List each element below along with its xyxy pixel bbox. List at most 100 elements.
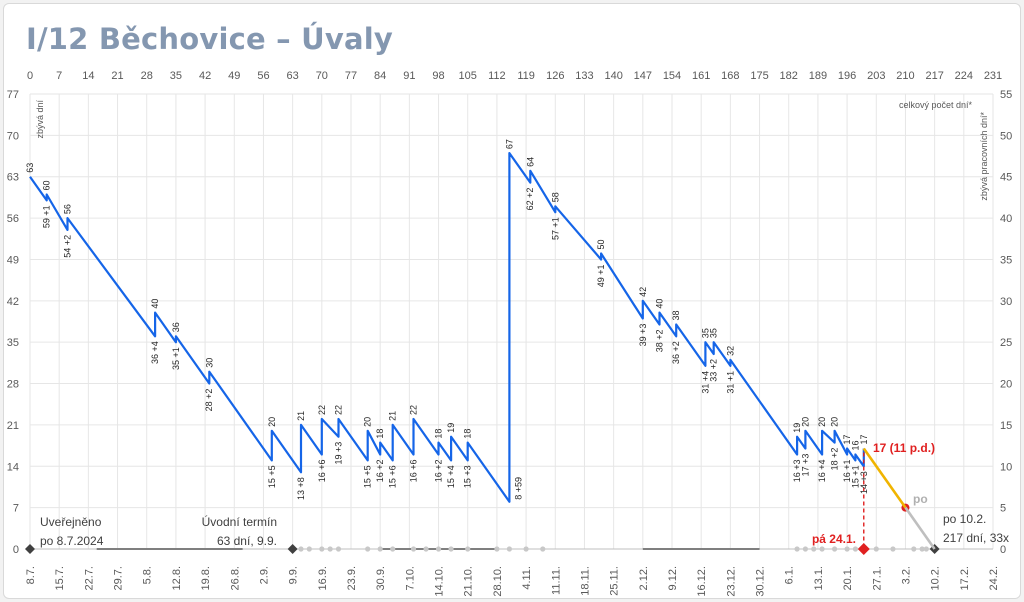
- y-left-tick-label: 7: [13, 503, 19, 515]
- x-top-tick-label: 21: [111, 70, 123, 82]
- data-label: 40: [654, 299, 664, 309]
- data-label: 33 +2: [709, 359, 719, 382]
- x-top-tick-label: 91: [403, 70, 415, 82]
- x-top-tick-label: 0: [27, 70, 33, 82]
- current-date-label: pá 24.1.: [812, 532, 856, 546]
- data-label: 19 +3: [333, 442, 343, 465]
- x-bottom-tick-label: 9.12.: [667, 566, 679, 590]
- x-bottom-tick-label: 16.9.: [317, 566, 329, 590]
- timeline-dot: [819, 546, 825, 552]
- timeline-dot: [873, 546, 879, 552]
- x-top-tick-label: 112: [488, 70, 506, 82]
- data-label: 36: [171, 322, 181, 332]
- data-label: 21: [388, 411, 398, 421]
- data-label: 20: [830, 417, 840, 427]
- x-top-tick-label: 70: [316, 70, 328, 82]
- end-term-value: 217 dní, 33x: [943, 531, 1009, 545]
- data-label: 38 +2: [654, 329, 664, 352]
- timeline-dot: [377, 546, 383, 552]
- data-label: 15 +5: [267, 465, 277, 488]
- data-label: 20: [363, 417, 373, 427]
- data-label: 40: [150, 299, 160, 309]
- timeline-dot: [390, 546, 396, 552]
- x-bottom-tick-label: 24.2.: [988, 566, 1000, 590]
- timeline-dot: [423, 546, 429, 552]
- x-bottom-tick-label: 4.11.: [521, 566, 533, 590]
- y-left-tick-label: 49: [7, 254, 19, 266]
- x-top-tick-label: 77: [345, 70, 357, 82]
- timeline-dot: [365, 546, 371, 552]
- timeline-dot: [852, 546, 859, 552]
- annotations: Uveřejněno po 8.7.2024 Úvodní termín 63 …: [35, 100, 1009, 548]
- x-bottom-tick-label: 14.10.: [434, 566, 446, 597]
- data-label: 36 +2: [671, 341, 681, 364]
- timeline-dot: [919, 546, 925, 552]
- timeline-dot: [494, 546, 500, 552]
- data-label: 35 +1: [171, 347, 181, 370]
- data-label: 39 +3: [638, 324, 648, 347]
- x-top-tick-label: 147: [634, 70, 652, 82]
- data-label: 15 +3: [463, 465, 473, 488]
- data-label: 17 +3: [800, 454, 810, 477]
- x-top-tick-label: 140: [604, 70, 622, 82]
- x-bottom-tick-label: 15.7.: [54, 566, 66, 590]
- y-right-tick-label: 5: [1000, 503, 1006, 515]
- y-right-tick-label: 25: [1000, 337, 1012, 349]
- y-left-axis-label: zbývá dní: [35, 100, 45, 139]
- data-label: 59 +1: [42, 205, 52, 228]
- data-label: 14 +3: [859, 471, 869, 494]
- x-top-tick-label: 56: [257, 70, 269, 82]
- data-label: 32: [725, 346, 735, 356]
- x-top-tick-label: 182: [780, 70, 798, 82]
- x-bottom-tick-label: 2.9.: [258, 566, 270, 584]
- data-label: 15 +1: [850, 465, 860, 488]
- y-left-tick-label: 63: [7, 172, 19, 184]
- forecast-label: po: [913, 492, 928, 506]
- current-date-diamond: [857, 543, 870, 555]
- x-top-tick-label: 154: [663, 70, 681, 82]
- timeline-dot: [465, 546, 471, 552]
- x-bottom-tick-label: 12.8.: [171, 566, 183, 590]
- x-bottom-tick-label: 29.7.: [113, 566, 125, 590]
- x-bottom-tick-label: 20.1.: [842, 566, 854, 590]
- data-label: 36 +4: [150, 341, 160, 364]
- x-bottom-tick-label: 11.11.: [550, 566, 562, 595]
- x-bottom-tick-label: 30.9.: [375, 566, 387, 590]
- timeline-dot: [911, 546, 917, 552]
- x-top-tick-label: 35: [170, 70, 182, 82]
- x-top-tick-label: 28: [141, 70, 153, 82]
- chart-title: I/12 Běchovice – Úvaly: [26, 22, 394, 56]
- x-top-tick-label: 224: [955, 70, 973, 82]
- data-label: 56: [63, 204, 73, 214]
- data-label: 19: [446, 423, 456, 433]
- timeline-dot: [523, 546, 529, 552]
- x-bottom-tick-label: 13.1.: [813, 566, 825, 590]
- data-label: 63: [25, 163, 35, 173]
- data-label: 22: [317, 405, 327, 415]
- data-label: 15 +6: [388, 465, 398, 488]
- timeline-dot: [811, 546, 817, 552]
- data-label: 16 +3: [792, 459, 802, 482]
- x-bottom-tick-label: 10.2.: [930, 566, 942, 590]
- x-top-tick-label: 175: [750, 70, 768, 82]
- series-line-1: [29, 152, 865, 503]
- timeline-markers: [25, 503, 940, 555]
- data-label: 16 +1: [842, 459, 852, 482]
- total-days-label: celkový počet dní*: [899, 100, 973, 110]
- data-label: 18 +2: [830, 448, 840, 471]
- x-bottom-tick-label: 30.12.: [755, 566, 767, 597]
- y-left-tick-label: 14: [7, 461, 19, 473]
- timeline-dot: [410, 546, 417, 552]
- data-label: 35: [709, 328, 719, 338]
- timeline-dot: [831, 546, 838, 552]
- data-label: 20: [267, 417, 277, 427]
- timeline-dot: [327, 546, 333, 552]
- y-right-tick-label: 0: [1000, 544, 1006, 556]
- series-lines: [29, 152, 936, 550]
- data-label: 64: [525, 157, 535, 167]
- data-label: 19: [792, 423, 802, 433]
- data-label: 30: [204, 358, 214, 368]
- x-bottom-tick-label: 16.12.: [696, 566, 708, 597]
- y-left-tick-label: 0: [13, 544, 19, 556]
